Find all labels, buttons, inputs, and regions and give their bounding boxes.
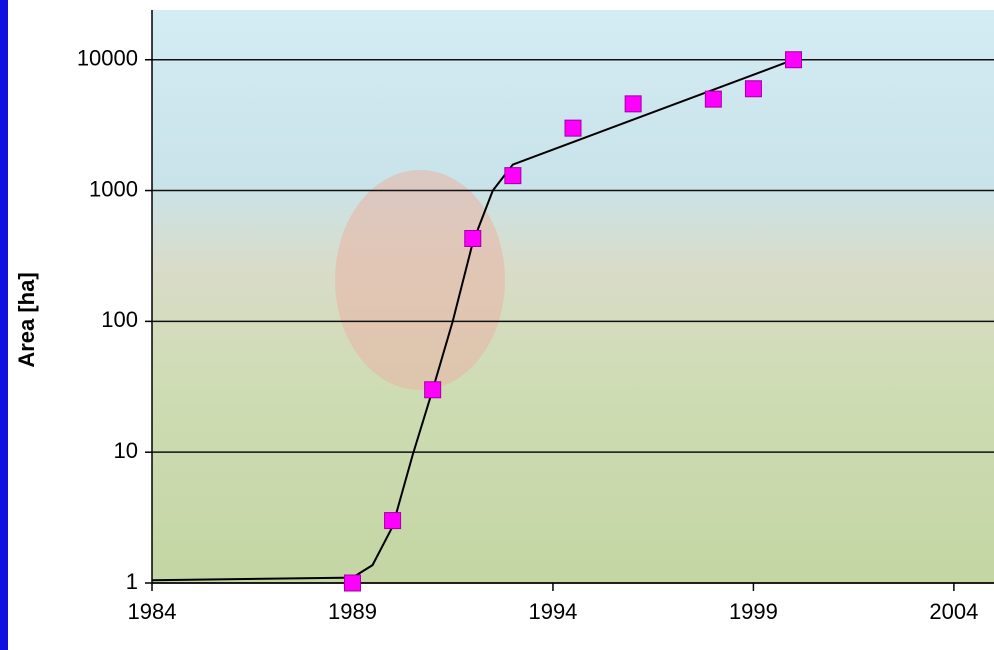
y-tick-label: 1 bbox=[126, 569, 138, 594]
data-point bbox=[786, 52, 802, 68]
data-point bbox=[565, 120, 581, 136]
data-point bbox=[745, 81, 761, 97]
data-point bbox=[344, 575, 360, 591]
data-point bbox=[425, 382, 441, 398]
x-tick-label: 1989 bbox=[328, 599, 377, 624]
data-point bbox=[505, 168, 521, 184]
chart: Area [ha] 1 10 100 1000 10000 1984 1989 1994 199… bbox=[0, 0, 994, 650]
background-decoration bbox=[335, 170, 505, 390]
y-tick-label: 1000 bbox=[89, 176, 138, 201]
y-tick-label: 10000 bbox=[77, 46, 138, 71]
data-point bbox=[385, 513, 401, 529]
data-point bbox=[465, 231, 481, 247]
y-tick-label: 10 bbox=[114, 438, 138, 463]
x-tick-label: 1999 bbox=[729, 599, 778, 624]
x-tick-label: 1994 bbox=[528, 599, 577, 624]
y-axis-label: Area [ha] bbox=[14, 272, 39, 367]
page: Area [ha] 1 10 100 1000 10000 1984 1989 1994 199… bbox=[0, 0, 994, 650]
y-tick-label: 100 bbox=[101, 307, 138, 332]
x-tick-label: 1984 bbox=[128, 599, 177, 624]
left-border bbox=[0, 0, 8, 650]
data-point bbox=[705, 91, 721, 107]
plot-background bbox=[152, 10, 994, 583]
x-tick-label: 2004 bbox=[929, 599, 978, 624]
data-point bbox=[625, 96, 641, 112]
